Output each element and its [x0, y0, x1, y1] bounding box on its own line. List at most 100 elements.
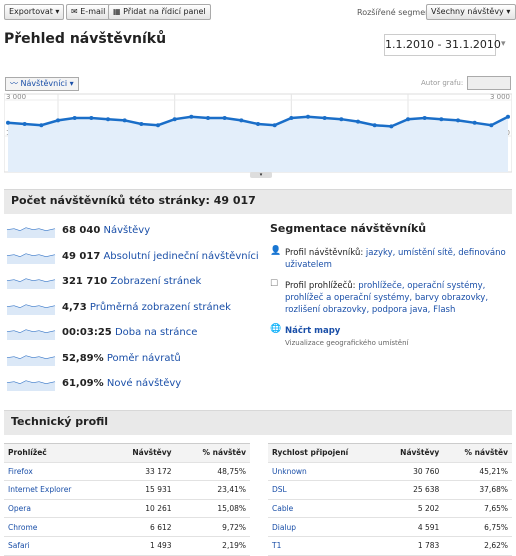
metric: 61,09% Nové návštěvy [62, 378, 181, 389]
cell: 7,65% [443, 499, 512, 519]
point [489, 123, 494, 128]
point [89, 116, 94, 120]
date-range[interactable]: 1.1.2010 - 31.1.2010 [384, 34, 501, 56]
cell[interactable]: Firefox [4, 462, 108, 482]
point [56, 118, 60, 123]
cell: 37,68% [443, 480, 512, 500]
seg-icon: 👤 [270, 246, 282, 256]
seg-link[interactable]: Flash [433, 305, 456, 315]
column-header: Rychlost připojení [268, 443, 381, 463]
cell: 6 612 [107, 517, 176, 537]
tech-table: Rychlost připojení Návštěvy% návštěv Unkno… [268, 443, 512, 556]
sparkline [6, 303, 56, 315]
seg-label: Profil návštěvníků: [285, 248, 364, 258]
point [256, 122, 260, 126]
sparkline-area [7, 304, 55, 315]
sparkline [6, 354, 56, 366]
point [122, 118, 127, 123]
export-button[interactable]: Exportovat ▾ [4, 4, 65, 20]
graph-tab[interactable]: 〰 Návštěvníci ▾ [5, 77, 79, 91]
summary-band [4, 189, 512, 214]
seg-link[interactable]: barvy obrazovky, [414, 293, 489, 303]
tech-table: Prohlížeč Návštěvy% návštěv Firefox 33 172 4… [4, 443, 250, 556]
point [206, 116, 210, 120]
cell[interactable]: T1 [268, 536, 381, 556]
summary-title: Počet návštěvníků této stránky: 49 017 [11, 194, 256, 207]
sparkline [6, 252, 56, 264]
sparkline-area [7, 253, 55, 264]
y-tick-label-right: 3 000 [490, 93, 510, 101]
cell: 30 760 [380, 462, 444, 482]
seg-label[interactable]: Náčrt mapy [285, 326, 341, 336]
cell: 1 783 [380, 536, 444, 556]
cell[interactable]: Safari [4, 536, 108, 556]
cell: 2,62% [443, 536, 512, 556]
point [406, 117, 410, 122]
metric-label[interactable]: Průměrná zobrazení stránek [89, 301, 231, 313]
seg-note: Vizualizace geografického umístění [285, 339, 409, 347]
seg-link[interactable]: prohlížeč a operační systémy, [285, 293, 413, 303]
segment-select[interactable]: Všechny návštěvy ▾ [426, 4, 516, 20]
graph-handle[interactable]: ▾ [250, 172, 272, 178]
point [372, 123, 377, 128]
cell[interactable]: Internet Explorer [4, 480, 108, 500]
point [189, 114, 194, 119]
column-header: Prohlížeč [4, 443, 108, 463]
cell[interactable]: Chrome [4, 517, 108, 537]
seg-link[interactable]: prohlížeče, [358, 281, 405, 291]
cell: 15,08% [175, 499, 250, 519]
metric-value: 49 017 [62, 250, 101, 262]
point [272, 123, 277, 128]
page-title: Přehled návštěvníků [4, 31, 167, 47]
sparkline-area [7, 279, 55, 289]
date-arrow[interactable]: ▾ [501, 39, 506, 49]
metric-value: 4,73 [62, 301, 87, 313]
point [356, 119, 360, 124]
cell: 48,75% [175, 462, 250, 482]
cell[interactable]: Opera [4, 499, 108, 519]
column-header: Návštěvy [380, 443, 444, 463]
email-button[interactable]: ✉ E-mail [66, 4, 111, 20]
sparkline [6, 278, 56, 289]
seg-link[interactable]: podpora java, [371, 305, 431, 315]
metric-label[interactable]: Absolutní jedineční návštěvníci [103, 250, 259, 262]
point [439, 117, 444, 122]
sparkline-area [7, 381, 55, 391]
email-label: E-mail [80, 7, 106, 16]
row: T1 1 783 2,62% [268, 536, 512, 556]
row: Opera 10 261 15,08% [4, 499, 250, 519]
metric-label[interactable]: Nové návštěvy [106, 378, 182, 389]
cell[interactable]: Cable [268, 499, 381, 519]
point [389, 124, 394, 129]
metric-label[interactable]: Zobrazení stránek [110, 276, 202, 287]
point [22, 122, 27, 126]
metric-value: 321 710 [62, 276, 108, 287]
point [472, 120, 477, 125]
cell[interactable]: Dialup [268, 517, 381, 537]
row: Safari 1 493 2,19% [4, 536, 250, 556]
column-header: Návštěvy [107, 443, 176, 463]
seg-link[interactable]: rozlišení obrazovky, [285, 305, 370, 315]
metric-label[interactable]: Poměr návratů [106, 352, 181, 364]
cell: 6,75% [443, 517, 512, 537]
column-header: % návštěv [443, 443, 512, 463]
graph-mode-buttons[interactable] [467, 76, 511, 90]
seg-link[interactable]: umístění sítě, [398, 248, 456, 258]
export-label: Exportovat [9, 7, 53, 16]
seg-link[interactable]: jazyky, [365, 248, 396, 258]
metric-value: 61,09% [62, 378, 104, 389]
cell: 4 591 [380, 517, 444, 537]
cell[interactable]: Unknown [268, 462, 381, 482]
metric-label[interactable]: Doba na stránce [114, 327, 198, 338]
dashboard-button[interactable]: ▦ Přidat na řídicí panel [108, 4, 211, 20]
seg-link[interactable]: operační systémy, [407, 281, 486, 291]
sparkline [6, 380, 56, 391]
cell[interactable]: DSL [268, 480, 381, 500]
graph-tab-label: Návštěvníci [20, 79, 68, 88]
sparkline [6, 329, 56, 340]
seg-link[interactable]: definováno uživatelem [285, 248, 506, 270]
metric-label[interactable]: Návštěvy [103, 225, 151, 236]
point [306, 114, 310, 119]
metric: 49 017 Absolutní jedineční návštěvníci [62, 251, 259, 262]
technical-title: Technický profil [11, 415, 109, 428]
